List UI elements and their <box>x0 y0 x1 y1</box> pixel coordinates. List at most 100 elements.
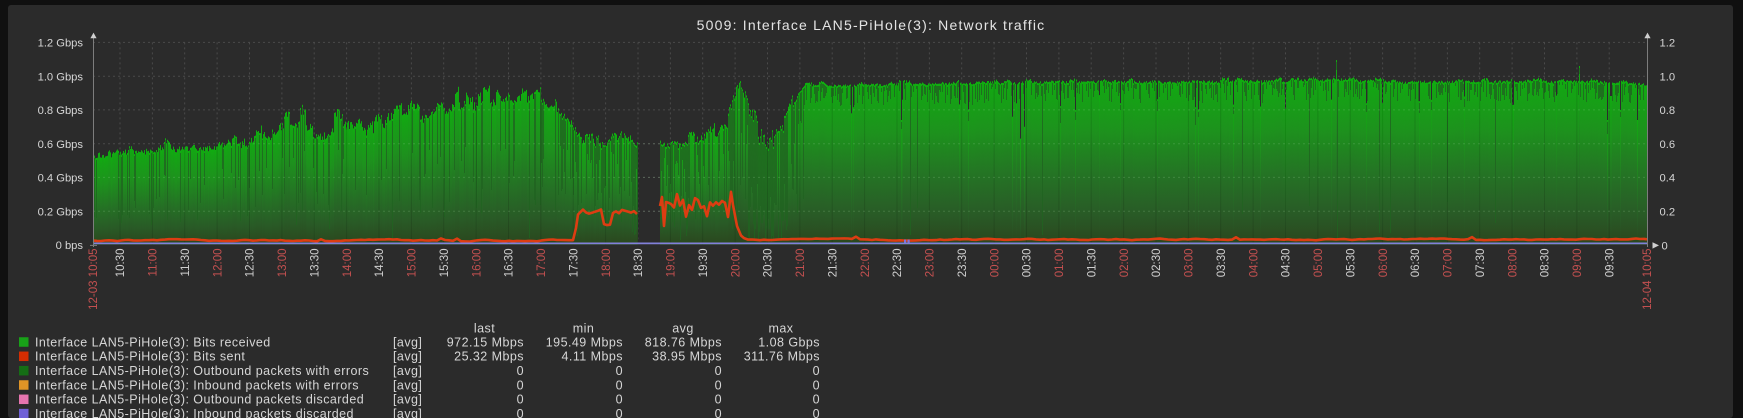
svg-text:08:30: 08:30 <box>1540 249 1552 278</box>
svg-text:13:30: 13:30 <box>309 249 321 278</box>
svg-text:19:30: 19:30 <box>698 249 710 278</box>
svg-text:05:00: 05:00 <box>1313 249 1325 278</box>
svg-text:14:00: 14:00 <box>342 249 354 278</box>
svg-text:avg: avg <box>672 322 694 336</box>
svg-text:[avg]: [avg] <box>393 335 422 349</box>
svg-text:01:00: 01:00 <box>1054 249 1066 278</box>
svg-text:max: max <box>769 322 794 336</box>
svg-text:00:00: 00:00 <box>989 249 1001 278</box>
svg-text:Interface LAN5-PiHole(3): Bits: Interface LAN5-PiHole(3): Bits sent <box>35 350 245 364</box>
svg-text:0: 0 <box>517 407 524 418</box>
svg-text:23:30: 23:30 <box>957 249 969 278</box>
svg-text:12-03 10:05: 12-03 10:05 <box>88 249 100 310</box>
svg-text:0: 0 <box>715 364 722 378</box>
svg-text:5009: Interface LAN5-PiHole(3): 5009: Interface LAN5-PiHole(3): Network … <box>697 17 1046 33</box>
svg-text:1.08 Gbps: 1.08 Gbps <box>758 335 820 349</box>
svg-text:Interface LAN5-PiHole(3): Inbo: Interface LAN5-PiHole(3): Inbound packet… <box>35 407 354 418</box>
svg-text:0.6 Gbps: 0.6 Gbps <box>38 139 84 151</box>
svg-text:[avg]: [avg] <box>393 350 422 364</box>
svg-text:0: 0 <box>616 407 623 418</box>
svg-text:38.95 Mbps: 38.95 Mbps <box>652 350 722 364</box>
svg-text:22:30: 22:30 <box>892 249 904 278</box>
svg-text:0: 0 <box>813 407 820 418</box>
svg-text:01:30: 01:30 <box>1086 249 1098 278</box>
svg-text:23:00: 23:00 <box>925 249 937 278</box>
svg-text:[avg]: [avg] <box>393 407 422 418</box>
svg-text:0: 0 <box>715 378 722 392</box>
svg-text:0.2: 0.2 <box>1660 207 1676 219</box>
svg-text:06:30: 06:30 <box>1410 249 1422 278</box>
svg-text:0: 0 <box>616 364 623 378</box>
svg-text:0: 0 <box>517 378 524 392</box>
svg-text:16:30: 16:30 <box>504 249 516 278</box>
svg-text:06:00: 06:00 <box>1378 249 1390 278</box>
svg-text:0.4: 0.4 <box>1660 173 1676 185</box>
svg-text:09:00: 09:00 <box>1572 249 1584 278</box>
svg-text:972.15 Mbps: 972.15 Mbps <box>447 335 524 349</box>
svg-text:0: 0 <box>517 393 524 407</box>
svg-text:1.0 Gbps: 1.0 Gbps <box>38 72 84 84</box>
svg-text:16:00: 16:00 <box>471 249 483 278</box>
svg-text:0: 0 <box>616 393 623 407</box>
svg-text:00:30: 00:30 <box>1022 249 1034 278</box>
svg-text:0: 0 <box>616 378 623 392</box>
svg-text:02:30: 02:30 <box>1151 249 1163 278</box>
svg-text:12:30: 12:30 <box>245 249 257 278</box>
svg-text:311.76 Mbps: 311.76 Mbps <box>744 350 820 364</box>
svg-text:04:30: 04:30 <box>1281 249 1293 278</box>
svg-text:[avg]: [avg] <box>393 393 422 407</box>
svg-text:12:00: 12:00 <box>212 249 224 278</box>
svg-text:last: last <box>474 322 495 336</box>
svg-text:02:00: 02:00 <box>1119 249 1131 278</box>
svg-text:0 bps: 0 bps <box>56 240 84 252</box>
svg-text:18:00: 18:00 <box>601 249 613 278</box>
svg-text:21:30: 21:30 <box>827 249 839 278</box>
svg-text:1.0: 1.0 <box>1660 72 1676 84</box>
svg-text:Interface LAN5-PiHole(3): Bits: Interface LAN5-PiHole(3): Bits received <box>35 335 271 349</box>
svg-text:21:00: 21:00 <box>795 249 807 278</box>
svg-text:0: 0 <box>813 364 820 378</box>
svg-text:08:00: 08:00 <box>1507 249 1519 278</box>
svg-text:12-04 10:05: 12-04 10:05 <box>1642 249 1654 310</box>
svg-text:07:00: 07:00 <box>1443 249 1455 278</box>
svg-text:0: 0 <box>813 378 820 392</box>
svg-text:20:30: 20:30 <box>763 249 775 278</box>
svg-text:25.32 Mbps: 25.32 Mbps <box>454 350 524 364</box>
svg-text:min: min <box>573 322 595 336</box>
svg-text:0.4 Gbps: 0.4 Gbps <box>38 173 84 185</box>
svg-text:20:00: 20:00 <box>730 249 742 278</box>
svg-text:09:30: 09:30 <box>1604 249 1616 278</box>
svg-text:18:30: 18:30 <box>633 249 645 278</box>
svg-text:04:00: 04:00 <box>1248 249 1260 278</box>
svg-text:15:30: 15:30 <box>439 249 451 278</box>
svg-text:0: 0 <box>517 364 524 378</box>
svg-text:1.2: 1.2 <box>1660 38 1676 50</box>
svg-text:0: 0 <box>715 393 722 407</box>
svg-text:11:30: 11:30 <box>180 249 192 277</box>
svg-text:0: 0 <box>715 407 722 418</box>
svg-text:05:30: 05:30 <box>1345 249 1357 278</box>
svg-text:195.49 Mbps: 195.49 Mbps <box>546 335 623 349</box>
svg-text:0.8: 0.8 <box>1660 105 1676 117</box>
svg-text:818.76 Mbps: 818.76 Mbps <box>645 335 722 349</box>
svg-text:0.6: 0.6 <box>1660 139 1676 151</box>
svg-text:[avg]: [avg] <box>393 378 422 392</box>
svg-text:03:30: 03:30 <box>1216 249 1228 278</box>
svg-text:Interface LAN5-PiHole(3): Inbo: Interface LAN5-PiHole(3): Inbound packet… <box>35 378 359 392</box>
svg-text:10:30: 10:30 <box>115 249 127 278</box>
svg-text:19:00: 19:00 <box>666 249 678 278</box>
svg-text:Interface LAN5-PiHole(3): Outb: Interface LAN5-PiHole(3): Outbound packe… <box>35 393 364 407</box>
svg-text:0: 0 <box>813 393 820 407</box>
svg-text:17:30: 17:30 <box>568 249 580 278</box>
svg-text:22:00: 22:00 <box>860 249 872 278</box>
svg-text:0: 0 <box>1662 241 1668 253</box>
svg-text:1.2 Gbps: 1.2 Gbps <box>38 38 84 50</box>
svg-text:03:00: 03:00 <box>1184 249 1196 278</box>
svg-text:11:00: 11:00 <box>148 249 160 277</box>
svg-text:17:00: 17:00 <box>536 249 548 278</box>
svg-text:07:30: 07:30 <box>1475 249 1487 278</box>
svg-text:4.11 Mbps: 4.11 Mbps <box>562 350 624 364</box>
svg-text:[avg]: [avg] <box>393 364 422 378</box>
svg-text:Interface LAN5-PiHole(3): Outb: Interface LAN5-PiHole(3): Outbound packe… <box>35 364 369 378</box>
svg-text:0.2 Gbps: 0.2 Gbps <box>38 207 84 219</box>
